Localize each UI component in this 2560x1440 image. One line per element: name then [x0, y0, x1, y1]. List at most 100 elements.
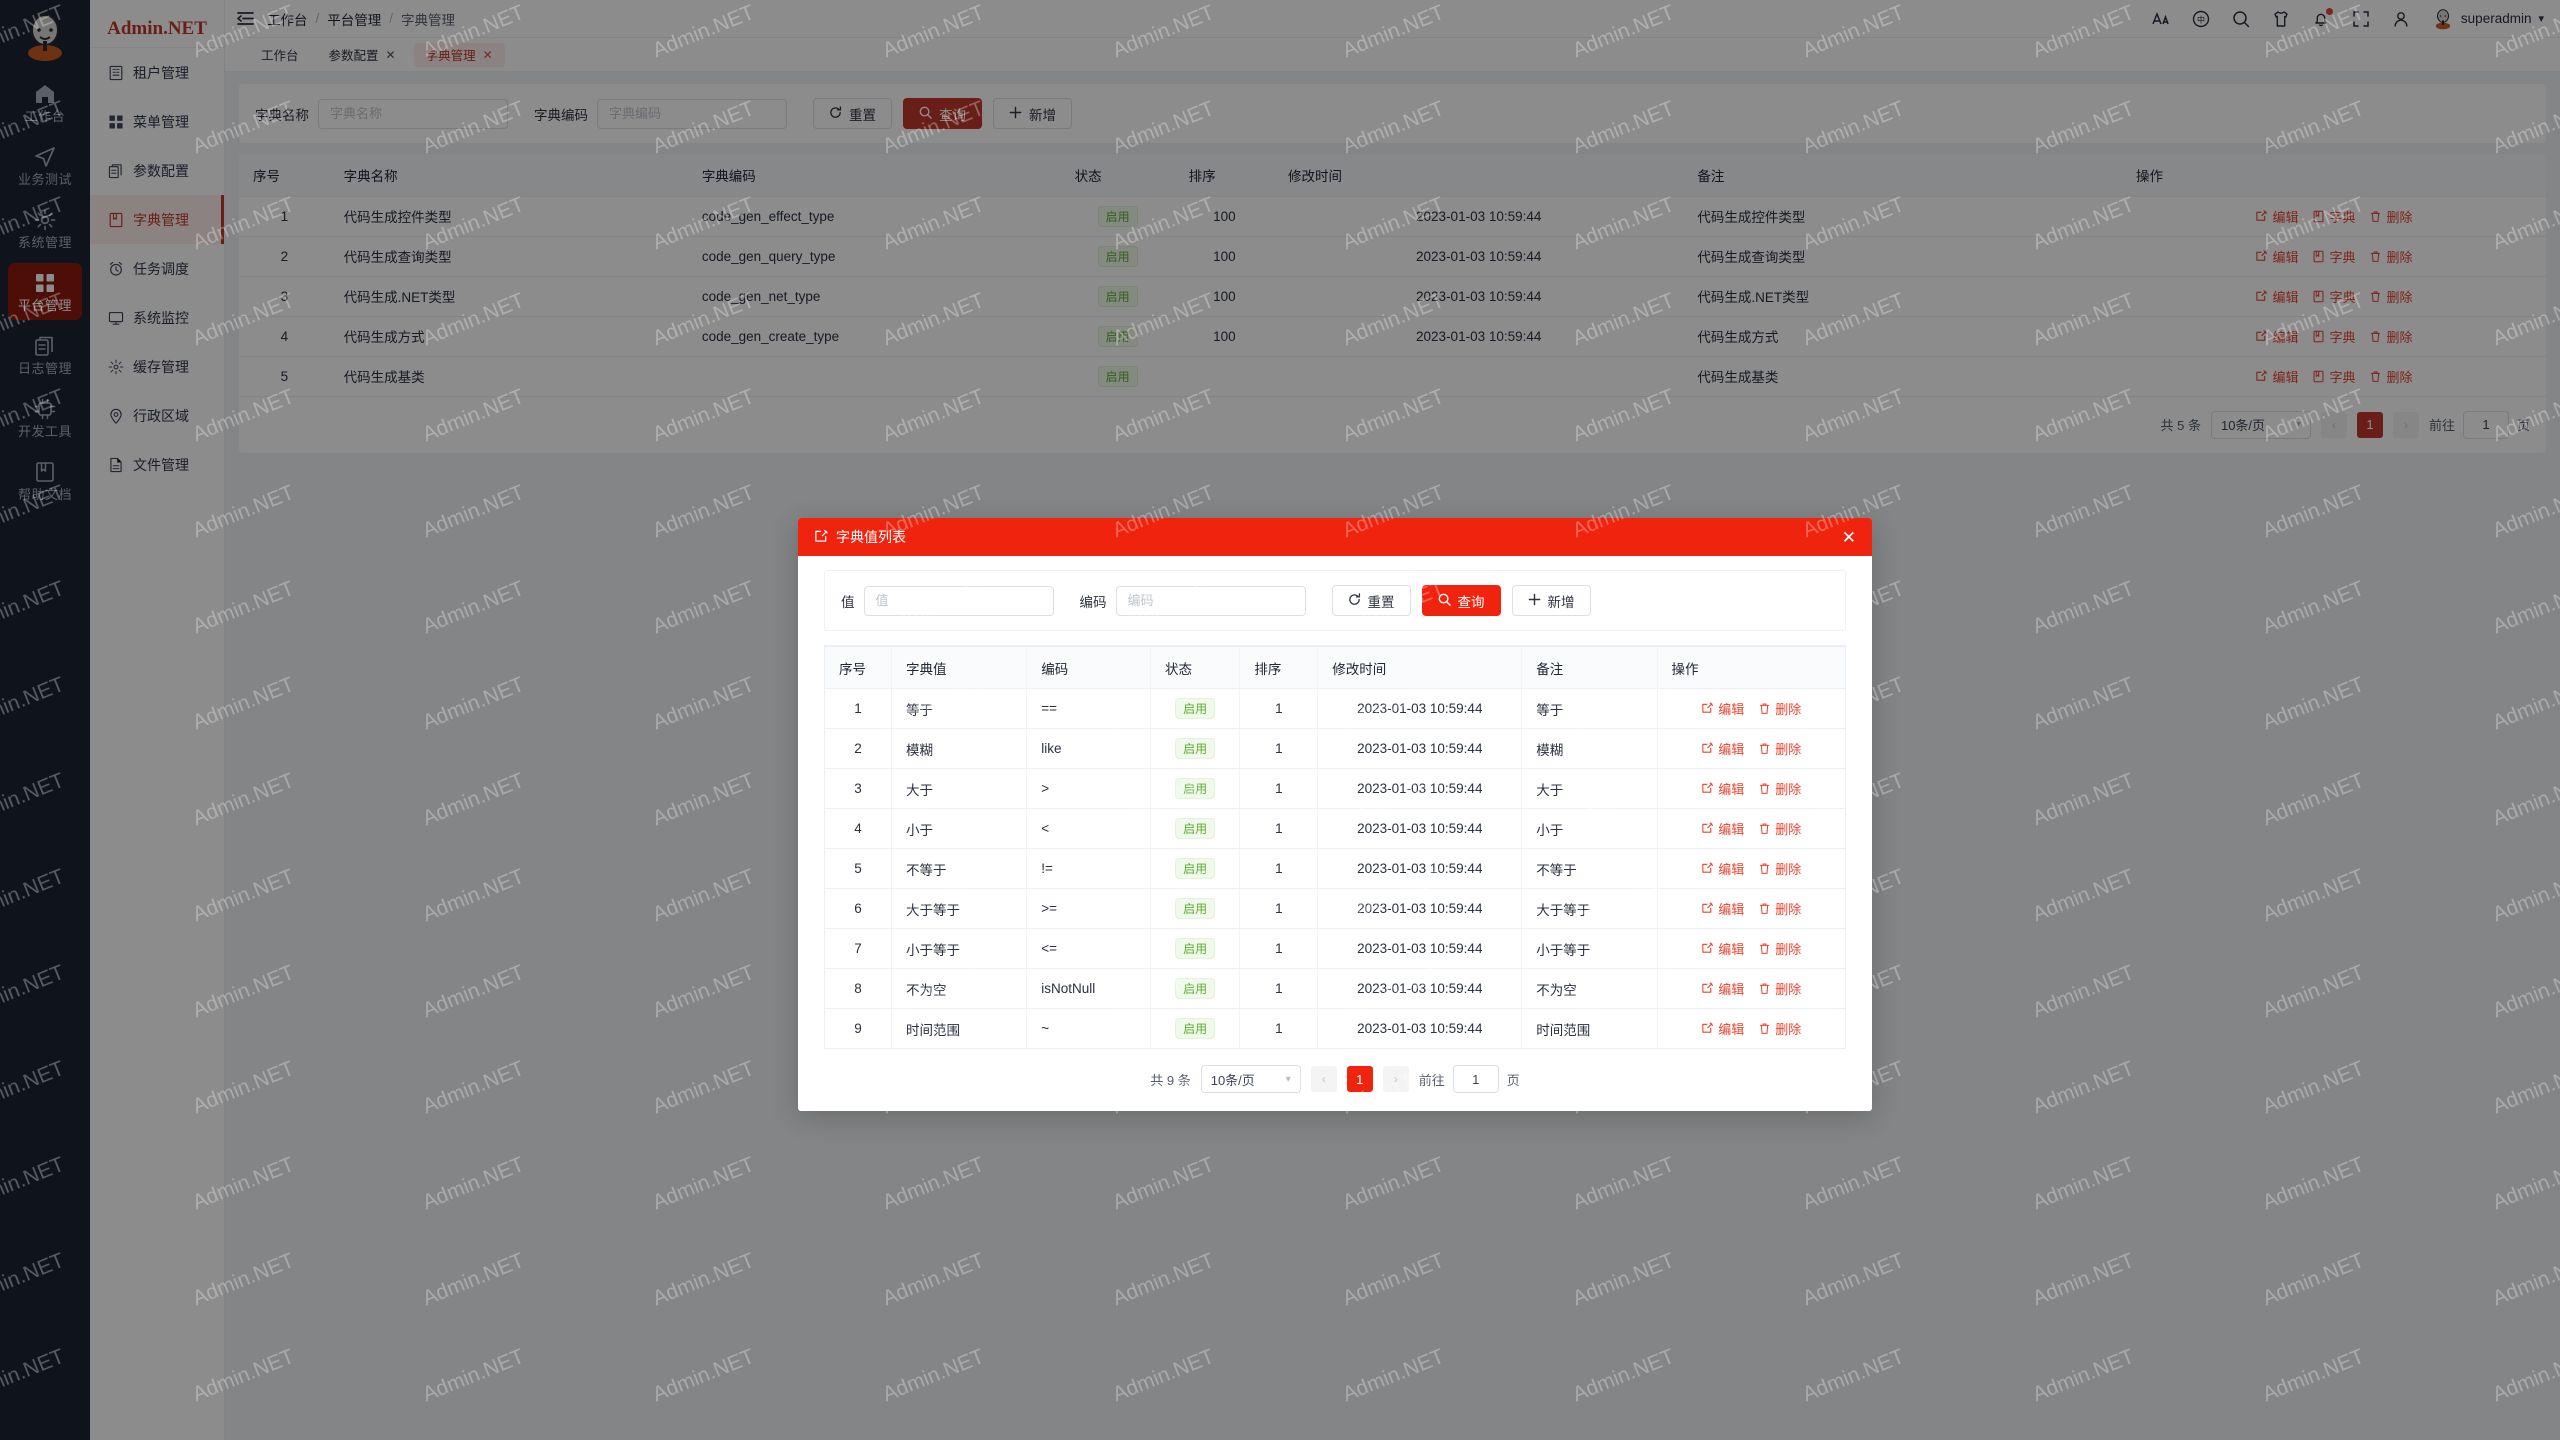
rail-item-3[interactable]: 系统管理: [8, 200, 82, 257]
edit-action[interactable]: 编辑: [1696, 979, 1749, 998]
rail-item-5[interactable]: 日志管理: [8, 326, 82, 383]
search-icon[interactable]: [2232, 10, 2250, 28]
fullscreen-icon[interactable]: [2352, 10, 2370, 28]
breadcrumb-item-1[interactable]: 工作台: [267, 12, 308, 28]
delete-action[interactable]: 删除: [1753, 699, 1806, 718]
modal-next-page-button[interactable]: ›: [1382, 1066, 1409, 1092]
table-row[interactable]: 4 小于 < 启用 1 2023-01-03 10:59:44 小于 编辑 删除: [825, 808, 1845, 849]
delete-action[interactable]: 删除: [1753, 859, 1806, 878]
page-size-select[interactable]: 10条/页 ▾: [2210, 410, 2311, 439]
edit-action[interactable]: 编辑: [2250, 287, 2303, 306]
user-menu[interactable]: superadmin ▾: [2432, 8, 2544, 30]
dict-value-input[interactable]: [863, 585, 1054, 616]
edit-action[interactable]: 编辑: [1696, 779, 1749, 798]
reset-button[interactable]: 重置: [813, 98, 892, 129]
sidebar-item-9[interactable]: 文件管理: [90, 440, 224, 489]
edit-action[interactable]: 编辑: [1696, 1019, 1749, 1038]
delete-action[interactable]: 删除: [2364, 287, 2417, 306]
delete-action[interactable]: 删除: [2364, 207, 2417, 226]
dict-code-input[interactable]: [597, 98, 787, 129]
table-row[interactable]: 6 大于等于 >= 启用 1 2023-01-03 10:59:44 大于等于 编辑 删除: [825, 888, 1845, 929]
jump-input[interactable]: [2462, 410, 2509, 439]
edit-action[interactable]: 编辑: [1696, 939, 1749, 958]
delete-action[interactable]: 删除: [1753, 819, 1806, 838]
dict-action[interactable]: 字典: [2307, 247, 2360, 266]
table-row[interactable]: 8 不为空 isNotNull 启用 1 2023-01-03 10:59:44 不为空 编辑…: [825, 968, 1845, 1009]
rail-item-1[interactable]: 工作台: [8, 74, 82, 131]
delete-action[interactable]: 删除: [2364, 247, 2417, 266]
sidebar-item-6[interactable]: 系统监控: [90, 293, 224, 342]
table-row[interactable]: 7 小于等于 <= 启用 1 2023-01-03 10:59:44 小于等于 编辑 删除: [825, 928, 1845, 969]
close-icon[interactable]: ✕: [482, 47, 493, 62]
modal-prev-page-button[interactable]: ‹: [1310, 1066, 1337, 1092]
delete-action[interactable]: 删除: [1753, 939, 1806, 958]
delete-action[interactable]: 删除: [2364, 367, 2417, 386]
modal-code-input[interactable]: [1115, 585, 1306, 616]
table-row[interactable]: 5 不等于 != 启用 1 2023-01-03 10:59:44 不等于 编辑 删除: [825, 848, 1845, 889]
tab-2[interactable]: 参数配置 ✕: [317, 43, 408, 67]
edit-action[interactable]: 编辑: [2250, 207, 2303, 226]
modal-jump-input[interactable]: [1452, 1065, 1499, 1093]
query-button[interactable]: 查询: [903, 98, 982, 129]
add-button[interactable]: 新增: [993, 98, 1072, 129]
close-icon[interactable]: ✕: [1841, 527, 1856, 547]
sidebar-item-5[interactable]: 任务调度: [90, 244, 224, 293]
delete-action[interactable]: 删除: [1753, 899, 1806, 918]
prev-page-button[interactable]: ‹: [2320, 411, 2347, 438]
close-icon[interactable]: ✕: [385, 47, 396, 62]
breadcrumb-item-2[interactable]: 平台管理: [327, 12, 382, 28]
edit-action[interactable]: 编辑: [2250, 327, 2303, 346]
modal-page-number-1[interactable]: 1: [1346, 1066, 1373, 1092]
edit-action[interactable]: 编辑: [2250, 247, 2303, 266]
tab-3[interactable]: 字典管理 ✕: [413, 42, 505, 67]
modal-add-button[interactable]: 新增: [1511, 585, 1591, 616]
edit-action[interactable]: 编辑: [1696, 819, 1749, 838]
rail-item-6[interactable]: 开发工具: [8, 389, 82, 446]
edit-action[interactable]: 编辑: [1696, 699, 1749, 718]
sidebar-item-4[interactable]: 字典管理: [90, 195, 224, 244]
table-row[interactable]: 2 代码生成查询类型 code_gen_query_type 启用 100 2023-01…: [239, 236, 2546, 277]
rail-item-4[interactable]: 平台管理: [8, 263, 82, 320]
delete-action[interactable]: 删除: [1753, 739, 1806, 758]
theme-icon[interactable]: [2272, 10, 2290, 28]
tab-1[interactable]: 工作台: [249, 43, 311, 67]
edit-action[interactable]: 编辑: [2250, 367, 2303, 386]
edit-action[interactable]: 编辑: [1696, 859, 1749, 878]
table-row[interactable]: 3 大于 > 启用 1 2023-01-03 10:59:44 大于 编辑 删除: [825, 768, 1845, 809]
dict-action[interactable]: 字典: [2307, 287, 2360, 306]
table-row[interactable]: 4 代码生成方式 code_gen_create_type 启用 100 2023-01-…: [239, 316, 2546, 357]
table-row[interactable]: 1 代码生成控件类型 code_gen_effect_type 启用 100 2023-0…: [239, 196, 2546, 237]
sidebar-item-8[interactable]: 行政区域: [90, 391, 224, 440]
dict-action[interactable]: 字典: [2307, 327, 2360, 346]
sidebar-item-1[interactable]: 租户管理: [90, 48, 224, 97]
edit-action[interactable]: 编辑: [1696, 739, 1749, 758]
sidebar-item-2[interactable]: 菜单管理: [90, 97, 224, 146]
rail-item-7[interactable]: 帮助文档: [8, 452, 82, 509]
edit-action[interactable]: 编辑: [1696, 899, 1749, 918]
modal-query-button[interactable]: 查询: [1421, 585, 1501, 616]
menu-collapse-icon[interactable]: [237, 11, 254, 26]
dict-name-input[interactable]: [318, 98, 508, 129]
dict-action[interactable]: 字典: [2307, 207, 2360, 226]
sidebar-item-7[interactable]: 缓存管理: [90, 342, 224, 391]
next-page-button[interactable]: ›: [2392, 411, 2419, 438]
table-row[interactable]: 9 时间范围 ~ 启用 1 2023-01-03 10:59:44 时间范围 编辑 删除: [825, 1008, 1845, 1049]
page-number-1[interactable]: 1: [2356, 411, 2383, 438]
language-icon[interactable]: 中: [2192, 10, 2210, 28]
delete-action[interactable]: 删除: [1753, 979, 1806, 998]
dict-action[interactable]: 字典: [2307, 367, 2360, 386]
delete-action[interactable]: 删除: [2364, 327, 2417, 346]
table-row[interactable]: 5 代码生成基类 启用 代码生成基类 编辑 字典 删除: [239, 356, 2546, 397]
rail-item-2[interactable]: 业务测试: [8, 137, 82, 194]
modal-reset-button[interactable]: 重置: [1331, 585, 1411, 616]
modal-page-size-select[interactable]: 10条/页 ▾: [1200, 1065, 1301, 1093]
delete-action[interactable]: 删除: [1753, 779, 1806, 798]
bell-icon[interactable]: [2312, 7, 2333, 28]
delete-action[interactable]: 删除: [1753, 1019, 1806, 1038]
table-row[interactable]: 3 代码生成.NET类型 code_gen_net_type 启用 100 2023-01…: [239, 276, 2546, 317]
table-row[interactable]: 1 等于 == 启用 1 2023-01-03 10:59:44 等于 编辑 删除: [825, 688, 1845, 729]
sidebar-item-3[interactable]: 参数配置: [90, 146, 224, 195]
table-row[interactable]: 2 模糊 like 启用 1 2023-01-03 10:59:44 模糊 编辑 删除: [825, 728, 1845, 769]
font-size-icon[interactable]: [2152, 10, 2170, 28]
user-icon[interactable]: [2392, 10, 2410, 28]
